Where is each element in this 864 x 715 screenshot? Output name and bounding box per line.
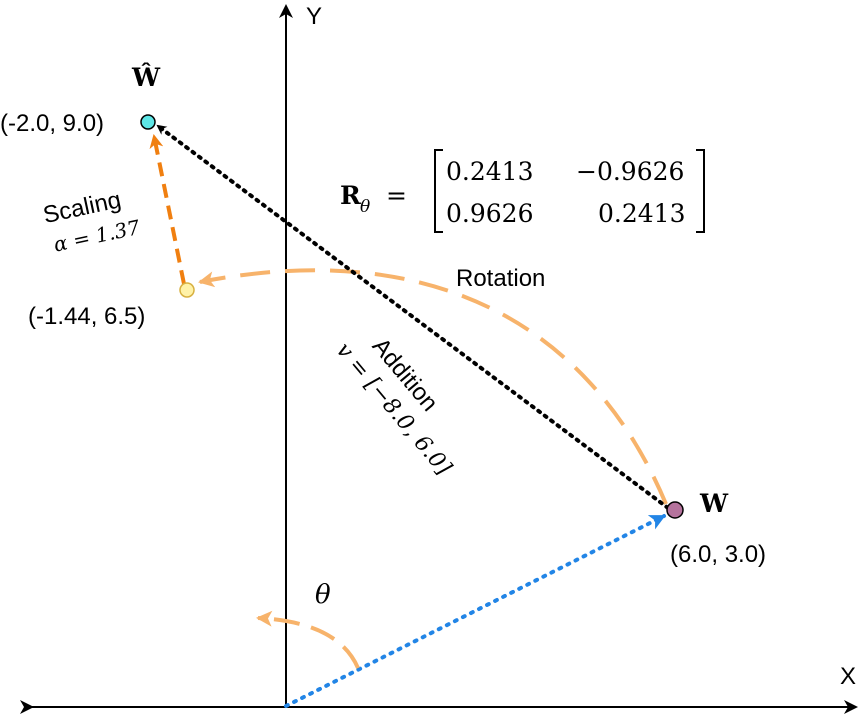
w-hat-point (140, 114, 156, 130)
matrix-right-bracket (696, 149, 705, 233)
matrix-r1c2: −0.9626 (576, 157, 684, 186)
matrix-left-bracket (434, 149, 443, 233)
rotation-matrix: R θ = 0.2413 −0.9626 0.9626 0.2413 (340, 149, 705, 233)
matrix-lhs-subscript: θ (360, 197, 370, 217)
w-hat-coords: (-2.0, 9.0) (0, 110, 104, 137)
matrix-r1c1: 0.2413 (446, 157, 533, 186)
scaling-annotation: Scaling α = 1.37 (41, 186, 142, 256)
theta-label: θ (315, 580, 331, 610)
matrix-r2c1: 0.9626 (446, 199, 533, 228)
w-hat-name: Ŵ (131, 63, 161, 92)
w-name: W (699, 489, 729, 518)
w-vector (284, 514, 666, 708)
addition-arrow (156, 124, 670, 510)
matrix-r2c2: 0.2413 (598, 199, 685, 228)
rotation-arc (198, 268, 668, 505)
rotation-label: Rotation (456, 265, 545, 292)
y-axis-label: Y (306, 3, 322, 30)
scaling-arrow (149, 134, 186, 285)
x-axis-label: X (840, 663, 856, 690)
w-point (666, 501, 684, 519)
w-hat-label: Ŵ (131, 63, 161, 92)
addition-annotation: Addition v = [−8.0, 6.0] (331, 333, 456, 481)
w-coords: (6.0, 3.0) (670, 541, 766, 568)
rotated-coords: (-1.44, 6.5) (28, 303, 145, 330)
rotated-point (179, 282, 195, 298)
matrix-equals: = (386, 181, 407, 210)
theta-arc (256, 610, 360, 669)
matrix-lhs: R (340, 181, 361, 210)
